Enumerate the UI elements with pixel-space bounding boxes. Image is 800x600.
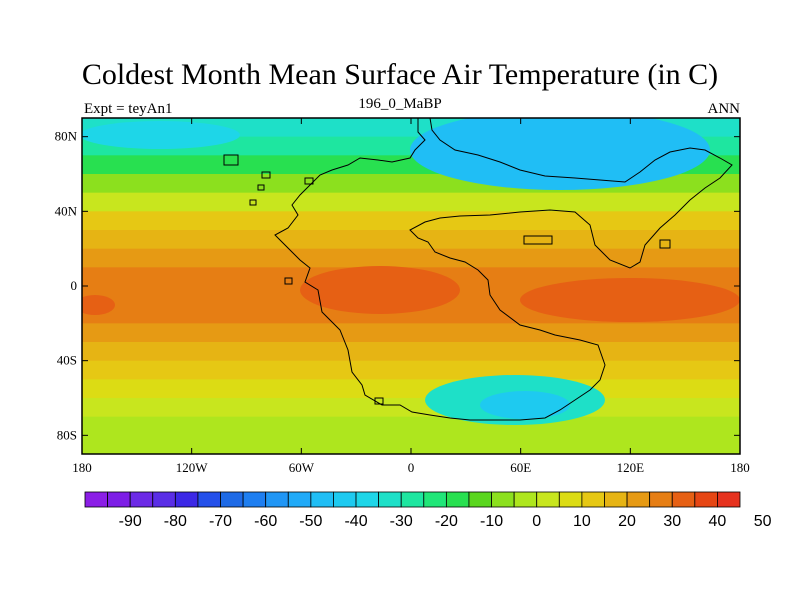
y-tick-label: 0 (71, 278, 78, 293)
colorbar-label: -40 (344, 513, 367, 530)
colorbar-label: 20 (618, 513, 636, 530)
y-tick-label: 80N (55, 129, 78, 144)
temperature-band (82, 230, 740, 250)
colorbar-label: -60 (254, 513, 277, 530)
colorbar-label: 10 (573, 513, 591, 530)
time-label: 196_0_MaBP (358, 96, 442, 112)
colorbar-label: -50 (299, 513, 322, 530)
warm-core-pacific-west (82, 295, 115, 315)
colorbar-swatch (671, 491, 696, 508)
temperature-band (82, 398, 740, 418)
y-tick-label: 80S (57, 427, 77, 442)
temperature-band (82, 435, 740, 454)
colorbar-swatch (445, 491, 470, 508)
colorbar-swatch (107, 491, 131, 508)
colorbar-swatch (694, 491, 718, 508)
colorbar-label: -10 (480, 513, 503, 530)
colorbar-swatch (581, 491, 605, 508)
cold-core-arctic (410, 118, 710, 190)
temperature-anomalies (82, 118, 740, 425)
colorbar-swatch (152, 491, 176, 508)
continent-outline (223, 118, 733, 421)
inland-sea (523, 235, 553, 245)
colorbar-swatch (649, 491, 673, 508)
x-tick-label: 60W (289, 460, 315, 475)
colorbar-swatch (468, 491, 492, 508)
colorbar (84, 491, 741, 508)
colorbar-swatch (378, 491, 402, 508)
colorbar-label: 40 (709, 513, 727, 530)
colorbar-swatch (513, 491, 538, 508)
pangaea-coastline (274, 118, 733, 421)
colorbar-swatch (197, 491, 221, 508)
temperature-band (82, 416, 740, 436)
colorbar-swatch (265, 491, 289, 508)
temperature-band (82, 323, 740, 343)
island-2 (261, 171, 271, 179)
temperature-band (82, 248, 740, 268)
colorbar-swatch (129, 491, 154, 508)
colorbar-swatch (717, 491, 741, 508)
colorbar-swatch (310, 491, 334, 508)
temperature-band (82, 342, 740, 362)
x-tick-label: 120W (176, 460, 209, 475)
colorbar-label: -20 (435, 513, 458, 530)
colorbar-label: -80 (164, 513, 187, 530)
y-tick-label: 40S (57, 353, 77, 368)
island-4 (249, 199, 257, 206)
colorbar-label: -90 (119, 513, 142, 530)
colorbar-swatch (558, 491, 583, 508)
colorbar-swatch (626, 491, 651, 508)
colorbar-swatch (491, 491, 515, 508)
colorbar-label: 50 (754, 513, 772, 530)
temperature-band (82, 379, 740, 399)
x-tick-label: 60E (510, 460, 531, 475)
temperature-band (82, 192, 740, 212)
island-8 (659, 239, 671, 249)
colorbar-label: 0 (532, 513, 541, 530)
colorbar-label: -30 (390, 513, 413, 530)
cold-core-southern-continent (480, 391, 570, 419)
colorbar-labels: -90 -80 -70 -60 -50 -40 -30 -20 -10 0 10 20 30 40 50 (119, 513, 772, 530)
temperature-band (82, 211, 740, 231)
colorbar-label: 30 (663, 513, 681, 530)
colorbar-swatch (174, 491, 199, 508)
colorbar-swatch (423, 491, 447, 508)
warm-core-indian (520, 278, 740, 322)
temperature-band (82, 360, 740, 380)
map-title: Coldest Month Mean Surface Air Temperatu… (81, 58, 719, 91)
latitude-ticks: 80N 40N 0 40S 80S (55, 129, 740, 442)
warm-core-africa-atlantic (300, 266, 460, 314)
colorbar-swatch (333, 491, 357, 508)
island-6 (304, 177, 314, 185)
island-7 (374, 397, 384, 405)
experiment-label: Expt = teyAn1 (84, 101, 173, 117)
island-1 (223, 154, 239, 166)
colorbar-swatch (355, 491, 380, 508)
colorbar-swatch (220, 491, 244, 508)
colorbar-swatch (536, 491, 560, 508)
longitude-ticks: 180 120W 60W 0 60E 120E 180 (72, 118, 750, 475)
colorbar-swatch (400, 491, 425, 508)
island-5 (284, 277, 293, 285)
colorbar-label: -70 (209, 513, 232, 530)
colorbar-swatch (604, 491, 628, 508)
x-tick-label: 120E (617, 460, 645, 475)
colorbar-swatch (287, 491, 312, 508)
x-tick-label: 180 (730, 460, 750, 475)
x-tick-label: 180 (72, 460, 92, 475)
x-tick-label: 0 (408, 460, 415, 475)
colorbar-swatch (84, 491, 108, 508)
y-tick-label: 40N (55, 203, 78, 218)
island-3 (257, 184, 265, 191)
cold-core-arctic-west (82, 121, 240, 149)
season-label: ANN (707, 101, 741, 117)
colorbar-swatch (242, 491, 267, 508)
